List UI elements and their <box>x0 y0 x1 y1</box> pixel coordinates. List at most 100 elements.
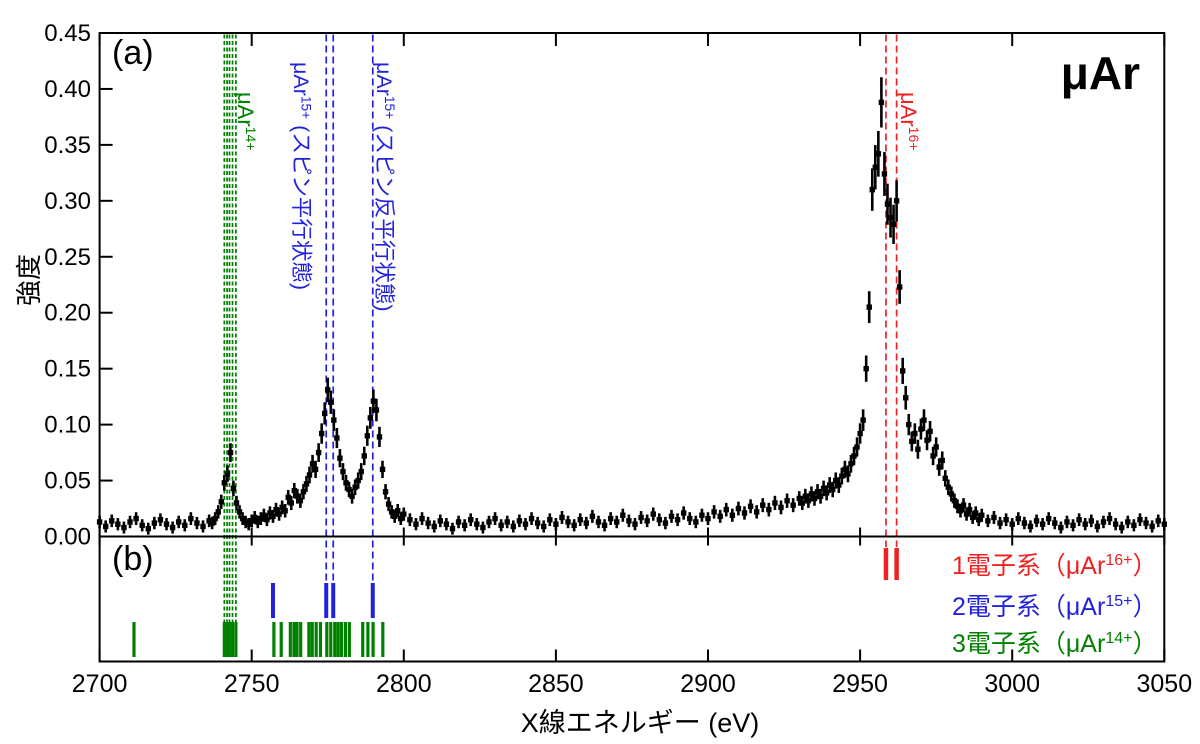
data-point <box>854 437 860 457</box>
annotation-muar14-text: μAr14+ <box>233 92 259 151</box>
data-point <box>820 480 827 497</box>
data-point <box>1039 518 1046 531</box>
data-point <box>504 515 510 529</box>
data-point <box>379 460 386 478</box>
data-point <box>687 512 693 525</box>
data-point <box>407 513 413 527</box>
data-point <box>188 512 194 525</box>
data-point <box>1088 514 1094 528</box>
data-point <box>227 443 234 462</box>
data-point <box>224 465 231 483</box>
data-point <box>881 152 888 196</box>
y-tick-label: 0.30 <box>44 188 91 215</box>
data-point <box>927 420 933 442</box>
data-point <box>273 502 279 517</box>
data-point <box>255 515 261 529</box>
data-point <box>367 406 374 429</box>
data-point <box>358 463 364 481</box>
data-point <box>620 508 626 522</box>
data-point <box>945 479 952 496</box>
data-point <box>486 515 492 529</box>
data-point <box>1046 512 1052 525</box>
data-point <box>443 518 450 531</box>
figure-title: μAr <box>1060 47 1140 99</box>
annotation-muar15-spin-parallel: μAr15+ (スピン平行状態) <box>289 62 314 290</box>
data-point <box>1131 519 1137 532</box>
data-point <box>236 505 243 519</box>
data-point <box>954 499 961 514</box>
data-point <box>1058 521 1064 534</box>
data-point <box>355 472 361 489</box>
data-point <box>221 474 228 491</box>
y-tick-label: 0.45 <box>44 20 91 47</box>
data-point <box>252 511 258 524</box>
data-point <box>102 520 109 533</box>
annotation-muar15-spin-antiparallel-text: μAr15+ (スピン反平行状態) <box>372 62 397 312</box>
y-tick-label: 0.00 <box>44 524 91 551</box>
annotation-muar15-spin-antiparallel: μAr15+ (スピン反平行状態) <box>372 62 397 312</box>
panel-b-label: (b) <box>112 540 154 578</box>
data-point <box>212 512 218 525</box>
data-point <box>297 493 304 508</box>
data-point <box>1021 516 1028 530</box>
data-point <box>826 477 833 493</box>
data-point <box>817 488 824 504</box>
data-point <box>1076 513 1082 527</box>
data-point <box>693 515 699 529</box>
data-point <box>194 516 200 530</box>
data-point <box>534 516 541 530</box>
x-tick-label: 2950 <box>832 670 888 698</box>
legend-item-three-electron: 3電子系（μAr14+） <box>952 630 1157 658</box>
data-point <box>559 511 565 524</box>
data-point <box>966 502 973 517</box>
data-point <box>1119 521 1125 534</box>
data-point <box>884 183 891 225</box>
data-point <box>361 446 367 466</box>
data-point <box>872 145 879 190</box>
data-point <box>747 499 754 514</box>
data-point <box>169 521 176 534</box>
plot-frames <box>98 32 1166 663</box>
data-point <box>796 491 802 506</box>
data-point <box>306 466 313 484</box>
data-point <box>258 512 264 525</box>
data-point <box>437 514 444 528</box>
annotation-muar14: μAr14+ <box>233 92 259 151</box>
data-point <box>930 446 936 466</box>
data-point <box>346 481 352 498</box>
data-point <box>656 513 663 527</box>
data-point <box>294 488 301 504</box>
data-point <box>1100 515 1107 529</box>
data-point <box>151 516 158 530</box>
data-point <box>951 493 958 508</box>
annotation-muar15-spin-parallel-text: μAr15+ (スピン平行状態) <box>289 62 314 290</box>
data-point <box>957 504 964 518</box>
data-point <box>735 501 742 516</box>
data-point <box>638 511 644 524</box>
data-point <box>1052 516 1058 530</box>
data-point <box>1106 512 1113 525</box>
data-point <box>291 482 297 499</box>
data-point <box>285 489 291 505</box>
y-axis-ticks: 0.00 0.05 0.10 0.15 0.20 0.25 0.30 0.35 0.40 0.45 <box>44 20 113 551</box>
data-point <box>863 355 869 382</box>
data-point <box>766 502 772 517</box>
data-point <box>364 425 370 446</box>
data-point <box>772 495 778 511</box>
data-point <box>906 413 912 436</box>
data-point <box>230 480 237 497</box>
data-point <box>601 519 608 532</box>
data-point <box>1137 513 1143 527</box>
y-tick-label: 0.25 <box>44 244 91 271</box>
data-point <box>799 495 806 511</box>
data-point <box>449 522 456 535</box>
data-point <box>933 437 939 457</box>
data-point <box>455 515 462 529</box>
data-point <box>939 451 945 470</box>
legend-item-two-electron: 2電子系（μAr15+） <box>952 593 1157 621</box>
data-point <box>1015 512 1021 525</box>
spectrum-series <box>96 77 1167 535</box>
data-point <box>711 505 717 519</box>
panel-a-frame <box>98 32 1166 538</box>
